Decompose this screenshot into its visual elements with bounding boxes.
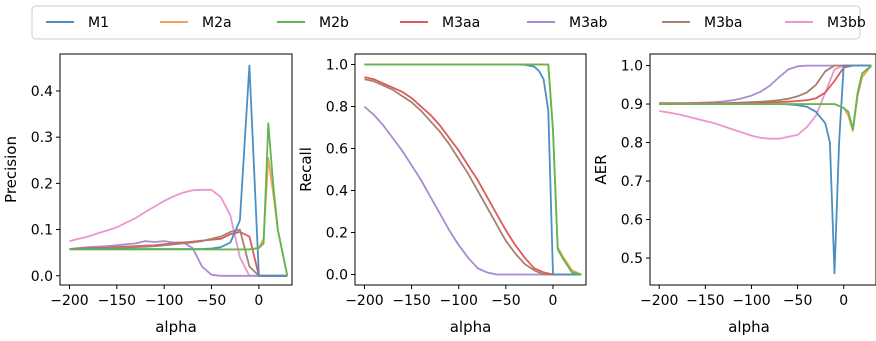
y-tick-label: 0.4 bbox=[326, 184, 348, 200]
x-tick-label: −100 bbox=[732, 293, 770, 309]
plot-frame bbox=[649, 53, 876, 286]
y-tick-label: 0.0 bbox=[326, 268, 348, 284]
legend: M1 M2a M2b M3aa M3ab M3ba M3bb bbox=[31, 5, 866, 40]
y-tick-label: 0.1 bbox=[31, 223, 53, 239]
y-tick-label: 0.8 bbox=[621, 136, 643, 152]
chart-panel-aer: −200 −150 −100 −50 0 0.5 0.6 0.7 0.8 0.9 1.0 alpha A… bbox=[592, 53, 876, 336]
chart-panel-precision: −200 −150 −100 −50 0 0.0 0.1 0.2 0.3 0.4 alpha Prec… bbox=[2, 53, 293, 336]
x-tick-label: −150 bbox=[392, 293, 430, 309]
legend-label: M3aa bbox=[442, 15, 480, 31]
series-line-m3aa bbox=[69, 230, 288, 277]
y-tick-label: 0.2 bbox=[31, 176, 53, 192]
y-tick-label: 0.0 bbox=[31, 269, 53, 285]
plot-frame bbox=[59, 53, 293, 286]
legend-label: M1 bbox=[88, 15, 109, 31]
y-tick-label: 0.6 bbox=[621, 213, 643, 229]
y-axis-label: AER bbox=[592, 154, 610, 184]
x-tick-label: 0 bbox=[254, 293, 263, 309]
series-line-m2b bbox=[69, 122, 289, 276]
y-tick-label: 0.4 bbox=[31, 84, 53, 100]
y-tick-label: 0.6 bbox=[326, 142, 348, 158]
series-group bbox=[659, 64, 873, 275]
legend-label: M2a bbox=[202, 15, 232, 31]
series-line-m3ba bbox=[364, 78, 582, 276]
x-tick-label: 0 bbox=[549, 293, 558, 309]
x-tick-label: −200 bbox=[50, 293, 88, 309]
x-tick-label: −50 bbox=[197, 293, 227, 309]
x-tick-label: −200 bbox=[345, 293, 383, 309]
y-tick-label: 1.0 bbox=[621, 59, 643, 75]
series-line-m3aa bbox=[659, 64, 872, 105]
series-group bbox=[69, 64, 289, 277]
y-tick-label: 0.7 bbox=[621, 174, 643, 190]
series-line-m3ba bbox=[659, 64, 872, 105]
x-tick-label: −150 bbox=[686, 293, 724, 309]
x-tick-label: −50 bbox=[491, 293, 521, 309]
y-tick-label: 0.8 bbox=[326, 100, 348, 116]
series-line-m2b bbox=[364, 63, 582, 276]
series-line-m3ba bbox=[69, 228, 288, 277]
series-line-m2b bbox=[659, 64, 872, 131]
y-tick-label: 0.2 bbox=[326, 226, 348, 242]
y-tick-label: 0.9 bbox=[621, 97, 643, 113]
x-tick-label: −100 bbox=[145, 293, 183, 309]
series-line-m2a bbox=[364, 63, 582, 276]
series-line-m1 bbox=[659, 64, 872, 275]
series-line-m3bb bbox=[69, 188, 288, 277]
x-tick-label: −100 bbox=[439, 293, 477, 309]
legend-label: M3ab bbox=[569, 15, 608, 31]
series-group bbox=[363, 63, 582, 276]
x-tick-label: −150 bbox=[98, 293, 136, 309]
legend-frame bbox=[31, 5, 861, 40]
y-axis-label: Precision bbox=[2, 136, 20, 203]
y-tick-label: 0.3 bbox=[31, 130, 53, 146]
series-line-m3aa bbox=[364, 76, 582, 276]
plot-frame bbox=[354, 53, 587, 286]
y-tick-label: 1.0 bbox=[326, 58, 348, 74]
legend-label: M3bb bbox=[827, 15, 866, 31]
x-tick-label: −50 bbox=[783, 293, 813, 309]
legend-label: M3ba bbox=[704, 15, 742, 31]
y-axis-label: Recall bbox=[297, 147, 315, 192]
series-line-m3ab bbox=[659, 64, 872, 105]
series-line-m1 bbox=[364, 63, 582, 276]
x-axis-label: alpha bbox=[450, 318, 492, 336]
x-axis-label: alpha bbox=[155, 318, 197, 336]
x-tick-label: 0 bbox=[839, 293, 848, 309]
x-tick-label: −200 bbox=[640, 293, 678, 309]
legend-label: M2b bbox=[319, 15, 349, 31]
chart-panel-recall: −200 −150 −100 −50 0 0.0 0.2 0.4 0.6 0.8 1.0 alpha R… bbox=[297, 53, 587, 336]
x-axis-label: alpha bbox=[728, 318, 770, 336]
y-tick-label: 0.5 bbox=[621, 251, 643, 267]
series-line-m3bb bbox=[659, 64, 872, 140]
